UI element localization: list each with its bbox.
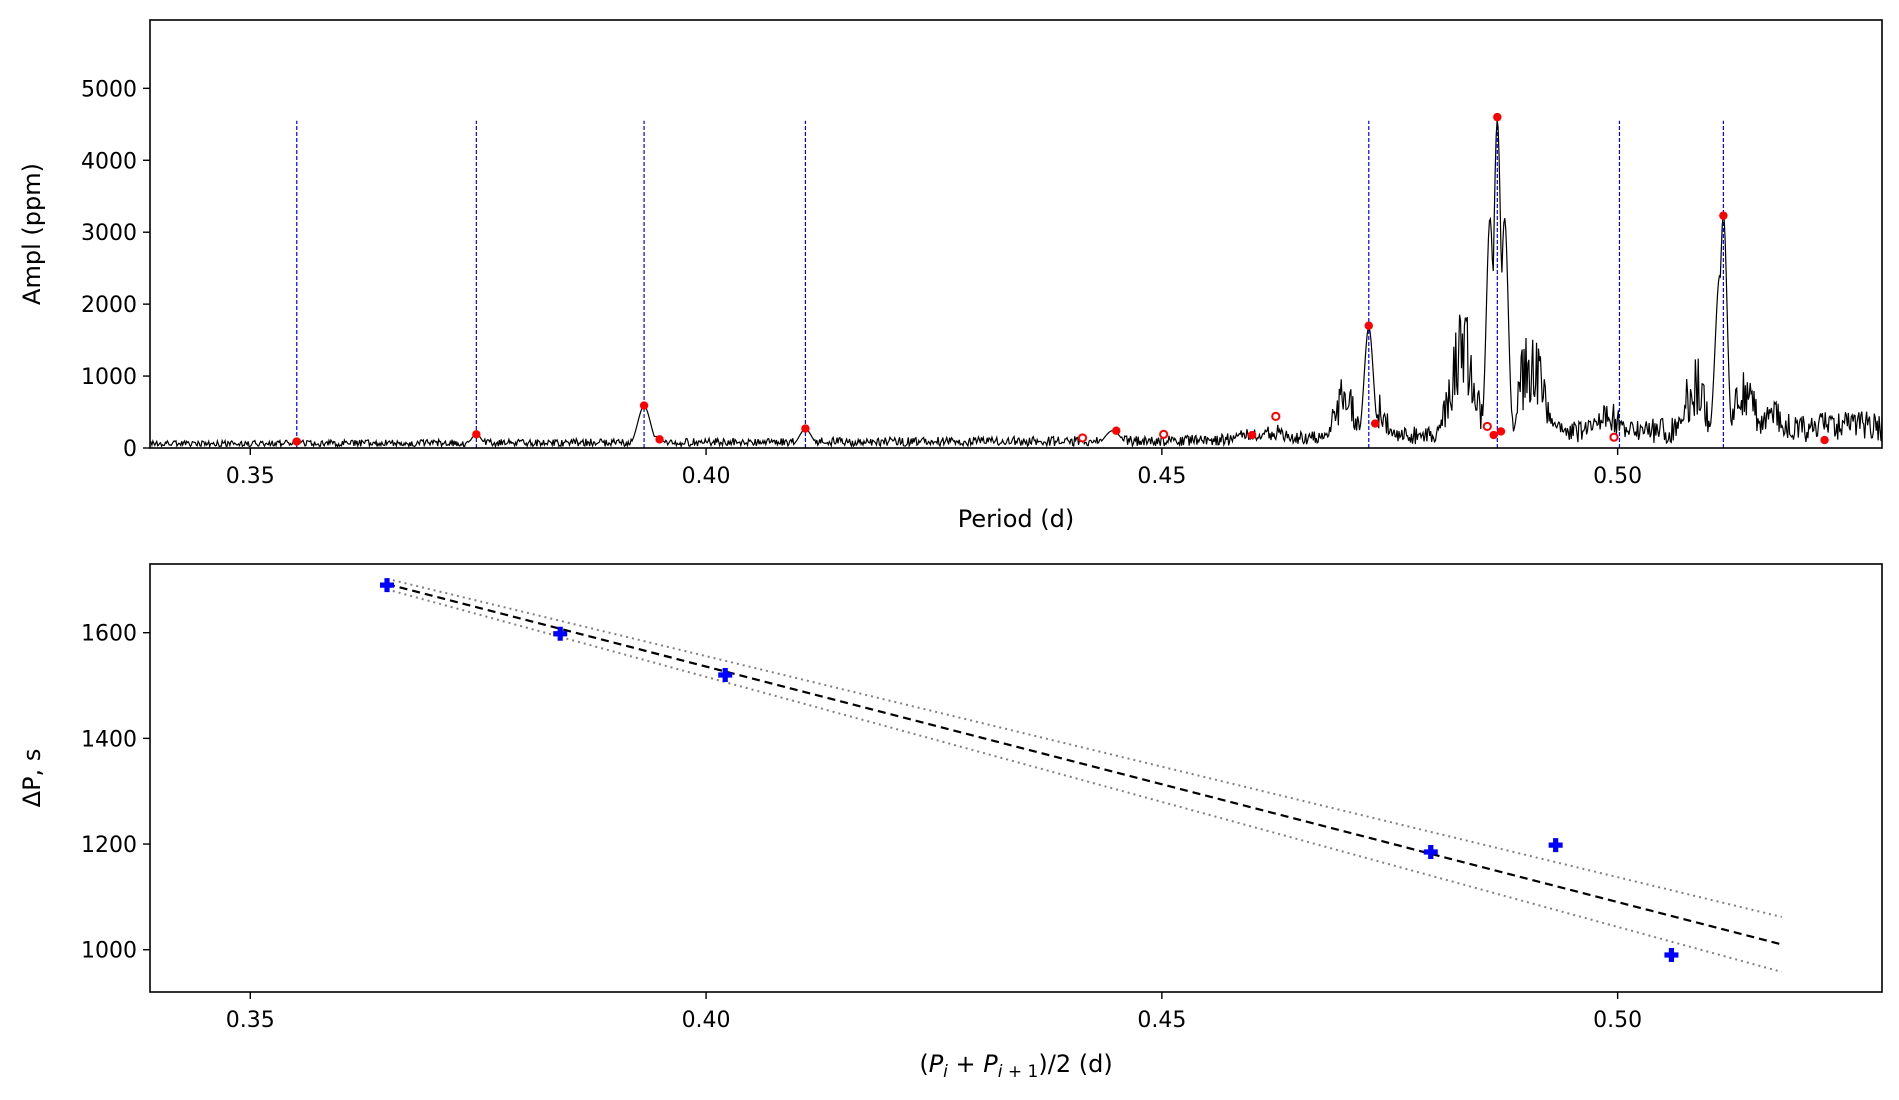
period-spacing-point [1423,844,1438,859]
peak-point [1719,211,1728,220]
peak-point [1496,427,1506,436]
periodogram-y-ticks: 0 1000 2000 3000 4000 5000 [81,77,150,462]
period-spacing-point [1664,948,1679,963]
period-spacing-frame [149,563,1883,993]
peak-point [1112,426,1121,435]
peak-point [801,424,810,433]
period-spacing-x-tick-label: 0.40 [682,1008,731,1033]
period-spacing-y-tick-label: 1000 [81,939,137,964]
peak-points [292,112,1829,446]
periodogram-x-tick-label: 0.40 [682,464,731,489]
period-spacing-x-tick-label: 0.50 [1593,1008,1642,1033]
periodogram-panel: 0.35 0.40 0.45 0.50 0 1000 2000 3000 4000 5000 P… [18,19,1883,533]
peak-point [639,401,649,410]
periodogram-x-tick-label: 0.45 [1137,464,1186,489]
peak-point-open [1482,421,1492,432]
periodogram-y-tick-label: 3000 [81,221,137,246]
amplitude-spectrum-line [149,120,1883,449]
peak-point-open [1271,411,1281,421]
peak-point [1247,430,1257,440]
period-spacing-y-tick-label: 1200 [81,833,137,858]
periodogram-plot-area [150,20,1882,448]
periodogram-y-tick-label: 5000 [81,77,137,102]
periodogram-y-axis-label: Ampl (ppm) [18,163,46,305]
periodogram-y-tick-label: 4000 [81,149,137,174]
period-spacing-x-tick-label: 0.35 [226,1008,275,1033]
period-spacing-y-tick-label: 1600 [81,622,137,647]
upper-bound-line [386,577,1782,918]
period-spacing-panel: 0.35 0.40 0.45 0.50 1000 1200 1400 1600 (Pi + … [18,563,1883,1082]
peak-point-open [1609,432,1619,442]
periodogram-y-tick-label: 2000 [81,293,137,318]
period-spacing-point [718,667,733,682]
period-spacing-x-ticks: 0.35 0.40 0.45 0.50 [226,992,1642,1033]
peak-point-open [1159,429,1169,439]
periodogram-y-tick-label: 0 [123,437,137,462]
period-spacing-x-tick-label: 0.45 [1137,1008,1186,1033]
period-spacing-point [1548,838,1563,853]
peak-point [655,435,664,444]
period-spacing-y-axis-label: ΔP, s [18,749,46,808]
period-spacing-point [380,578,395,593]
peak-point [1370,419,1380,428]
periodogram-x-axis-label: Period (d) [958,505,1074,533]
peak-point [1489,430,1498,440]
lower-bound-line [386,588,1782,973]
period-spacing-y-tick-label: 1400 [81,727,137,752]
periodogram-x-tick-label: 0.35 [226,464,275,489]
period-marker-lines [296,120,1724,448]
period-spacing-x-axis-label: (Pi + Pi + 1)/2 (d) [919,1050,1112,1082]
peak-point-open [1077,433,1088,443]
peak-point [1493,112,1502,122]
periodogram-x-ticks: 0.35 0.40 0.45 0.50 [226,448,1642,489]
periodogram-frame [149,19,1883,449]
period-spacing-plot-area [150,564,1882,992]
period-spacing-points [380,578,1679,963]
period-spacing-point [553,626,568,641]
peak-point [292,437,301,446]
peak-point [472,430,481,439]
peak-point [1820,435,1829,445]
periodogram-x-tick-label: 0.50 [1593,464,1642,489]
peak-point [1364,321,1373,330]
periodogram-y-tick-label: 1000 [81,365,137,390]
period-spacing-y-ticks: 1000 1200 1400 1600 [81,622,150,964]
linear-fit-line [386,583,1783,946]
